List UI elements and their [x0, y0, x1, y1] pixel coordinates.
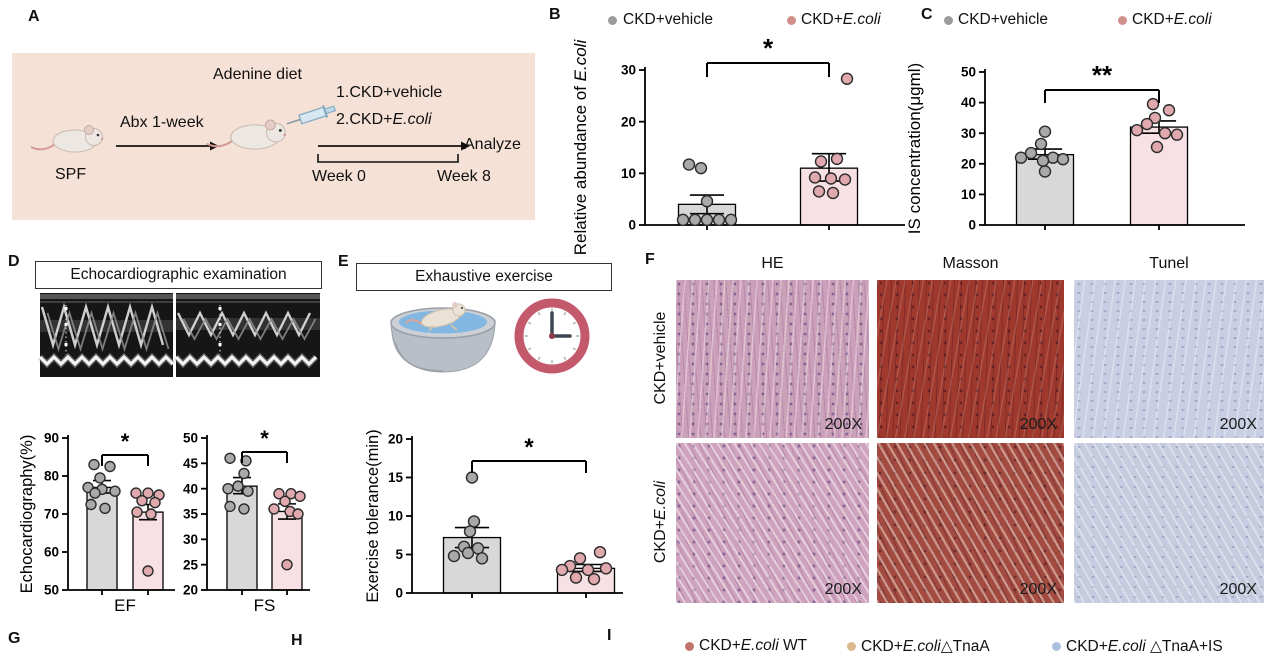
- svg-text:50: 50: [183, 431, 198, 446]
- svg-text:30: 30: [621, 63, 636, 78]
- swimming-mouse-icon: [390, 302, 496, 373]
- svg-text:Exercise tolerance(min): Exercise tolerance(min): [364, 429, 382, 602]
- svg-text:40: 40: [183, 481, 198, 496]
- svg-text:Echocardiography(%): Echocardiography(%): [18, 435, 36, 594]
- svg-text:Relative abundance of E.coli: Relative abundance of E.coli: [571, 39, 590, 256]
- svg-text:20: 20: [183, 583, 198, 598]
- panel-a-schematic: [30, 104, 470, 163]
- svg-text:**: **: [1092, 60, 1113, 90]
- svg-text:*: *: [260, 426, 269, 451]
- svg-text:10: 10: [388, 509, 403, 524]
- panel-label-i: I: [607, 627, 612, 644]
- svg-text:80: 80: [44, 469, 59, 484]
- svg-text:25: 25: [183, 557, 199, 572]
- row-label-ckd-vehicle: CKD+vehicle: [652, 311, 669, 405]
- analyze-label: Analyze: [464, 136, 521, 153]
- magnification-label: 200X: [824, 581, 862, 598]
- svg-text:20: 20: [961, 156, 976, 171]
- svg-text:20: 20: [621, 114, 636, 129]
- svg-text:0: 0: [395, 586, 403, 601]
- panel-label-h: H: [291, 632, 303, 649]
- svg-text:5: 5: [395, 547, 403, 562]
- svg-text:0: 0: [628, 218, 636, 233]
- svg-text:45: 45: [183, 456, 199, 471]
- clock-icon: [514, 298, 590, 374]
- legend-ckd-ecoli-tnaa: CKD+E.coli△TnaA: [861, 638, 990, 655]
- svg-text:40: 40: [961, 95, 976, 110]
- svg-text:35: 35: [183, 507, 199, 522]
- legend-ckd-vehicle: CKD+vehicle: [958, 11, 1049, 28]
- svg-text:50: 50: [44, 583, 59, 598]
- week8-label: Week 8: [437, 168, 491, 185]
- svg-text:EF: EF: [114, 596, 136, 615]
- panel-label-g: G: [8, 630, 21, 647]
- group2-label: 2.CKD+E.coli: [336, 111, 432, 128]
- micrograph-he-ecoli: 200X: [676, 443, 869, 603]
- legend-dot-ecoli-tnaa: [847, 642, 856, 651]
- micrograph-tunel-vehicle: 200X: [1074, 280, 1264, 438]
- panel-label-e: E: [338, 253, 349, 270]
- svg-text:IS concentration(μgml): IS concentration(μgml): [905, 63, 924, 234]
- svg-text:10: 10: [621, 166, 636, 181]
- svg-text:FS: FS: [254, 596, 276, 615]
- svg-text:50: 50: [961, 65, 976, 80]
- row-label-ckd-ecoli: CKD+E.coli: [652, 480, 669, 564]
- magnification-label: 200X: [1019, 416, 1057, 433]
- adenine-diet-label: Adenine diet: [213, 66, 302, 83]
- panel-label-b: B: [549, 6, 561, 23]
- magnification-label: 200X: [1219, 416, 1257, 433]
- micrograph-masson-vehicle: 200X: [877, 280, 1064, 438]
- legend-dot-pink: [787, 16, 796, 25]
- column-header-masson: Masson: [942, 255, 999, 272]
- svg-text:30: 30: [183, 532, 198, 547]
- legend-dot-pink: [1118, 16, 1127, 25]
- chart-d-echocardiography: 50 60 70 80 90 * Echocardiography(%) EF 20 25 30 35…: [18, 426, 310, 615]
- abx-label: Abx 1-week: [120, 114, 204, 131]
- legend-ckd-ecoli-tnaa-is: CKD+E.coli △TnaA+IS: [1066, 638, 1223, 655]
- svg-text:*: *: [121, 429, 130, 454]
- echo-exam-title: Echocardiographic examination: [35, 261, 322, 289]
- legend-ckd-ecoli: CKD+E.coli: [1132, 11, 1212, 28]
- exhaustive-exercise-title: Exhaustive exercise: [356, 263, 612, 291]
- svg-text:60: 60: [44, 545, 59, 560]
- svg-text:10: 10: [961, 187, 976, 202]
- group1-label: 1.CKD+vehicle: [336, 84, 443, 101]
- svg-text:*: *: [524, 434, 534, 461]
- panel-label-f: F: [645, 251, 655, 268]
- micrograph-masson-ecoli: 200X: [877, 443, 1064, 603]
- svg-text:15: 15: [388, 470, 404, 485]
- legend-dot-ecoli-tnaa-is: [1052, 642, 1061, 651]
- chart-c-is-concentration: 0 10 20 30 40 50 ** IS concentration(μgml): [905, 60, 1245, 234]
- panel-label-d: D: [8, 253, 20, 270]
- panel-label-a: A: [28, 8, 40, 25]
- column-header-tunel: Tunel: [1149, 255, 1189, 272]
- svg-text:70: 70: [44, 507, 59, 522]
- column-header-he: HE: [761, 255, 784, 272]
- legend-ckd-vehicle: CKD+vehicle: [623, 11, 714, 28]
- legend-ckd-ecoli-wt: CKD+E.coli WT: [699, 637, 808, 654]
- magnification-label: 200X: [1019, 581, 1057, 598]
- legend-dot-gray: [608, 16, 617, 25]
- chart-e-exercise-tolerance: 0 5 10 15 20 * Exercise tolerance(min): [364, 429, 623, 603]
- svg-text:0: 0: [968, 218, 976, 233]
- chart-b-ecoli-abundance: 0 10 20 30 * Relative abundance of E.coli: [571, 33, 905, 255]
- legend-ckd-ecoli: CKD+E.coli: [801, 11, 881, 28]
- legend-dot-gray: [944, 16, 953, 25]
- panel-label-c: C: [921, 6, 933, 23]
- echocardiogram-image-left: [37, 293, 176, 377]
- magnification-label: 200X: [824, 416, 862, 433]
- magnification-label: 200X: [1219, 581, 1257, 598]
- spf-label: SPF: [55, 166, 87, 183]
- echocardiogram-image-right: [173, 293, 320, 377]
- svg-text:30: 30: [961, 126, 976, 141]
- micrograph-tunel-ecoli: 200X: [1074, 443, 1264, 603]
- svg-text:90: 90: [44, 431, 59, 446]
- legend-dot-ecoli-wt: [685, 642, 694, 651]
- svg-text:*: *: [763, 33, 774, 63]
- svg-text:20: 20: [388, 432, 403, 447]
- micrograph-he-vehicle: 200X: [676, 280, 869, 438]
- week0-label: Week 0: [312, 168, 366, 185]
